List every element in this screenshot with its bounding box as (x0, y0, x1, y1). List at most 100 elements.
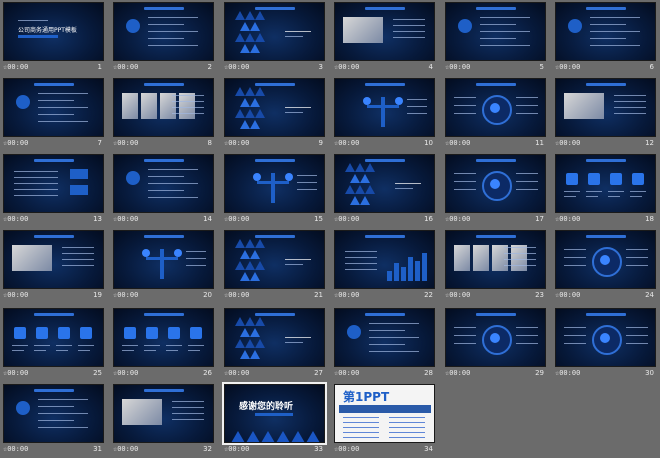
slide-meta: ☆00:00 27 (224, 369, 325, 380)
slide-timing: ☆00:00 (3, 369, 29, 377)
slide-thumbnail-3[interactable]: ☆00:00 3 (224, 2, 325, 76)
slide-preview[interactable] (3, 78, 104, 137)
slide-timing: ☆00:00 (445, 63, 471, 71)
slide-thumbnail-33[interactable]: 感谢您的聆听 ☆00:00 33 (222, 382, 327, 458)
slide-meta: ☆00:00 5 (445, 63, 546, 74)
slide-preview[interactable] (334, 230, 435, 289)
slide-thumbnail-23[interactable]: ☆00:00 23 (445, 230, 546, 304)
slide-preview[interactable] (224, 308, 325, 367)
slide-thumbnail-2[interactable]: ☆00:00 2 (113, 2, 214, 76)
slide-meta: ☆00:00 6 (555, 63, 656, 74)
slide-thumbnail-16[interactable]: ☆00:00 16 (334, 154, 435, 228)
slide-thumbnail-15[interactable]: ☆00:00 15 (224, 154, 325, 228)
slide-timing: ☆00:00 (555, 139, 581, 147)
slide-preview[interactable] (113, 308, 214, 367)
slide-thumbnail-8[interactable]: ☆00:00 8 (113, 78, 214, 152)
slide-timing: ☆00:00 (3, 291, 29, 299)
slide-preview[interactable] (334, 308, 435, 367)
slide-timing: ☆00:00 (445, 369, 471, 377)
slide-timing: ☆00:00 (445, 139, 471, 147)
slide-thumbnail-26[interactable]: ☆00:00 26 (113, 308, 214, 382)
slide-thumbnail-29[interactable]: ☆00:00 29 (445, 308, 546, 382)
slide-preview[interactable] (334, 78, 435, 137)
slide-timing: ☆00:00 (334, 63, 360, 71)
slide-thumbnail-7[interactable]: ☆00:00 7 (3, 78, 104, 152)
slide-number: 33 (314, 445, 323, 453)
slide-preview[interactable] (224, 78, 325, 137)
slide-timing: ☆00:00 (113, 215, 139, 223)
slide-thumbnail-31[interactable]: ☆00:00 31 (3, 384, 104, 458)
slide-thumbnail-4[interactable]: ☆00:00 4 (334, 2, 435, 76)
slide-thumbnail-21[interactable]: ☆00:00 21 (224, 230, 325, 304)
slide-thumbnail-19[interactable]: ☆00:00 19 (3, 230, 104, 304)
slide-meta: ☆00:00 8 (113, 139, 214, 150)
slide-preview[interactable] (445, 154, 546, 213)
slide-thumbnail-10[interactable]: ☆00:00 10 (334, 78, 435, 152)
slide-meta: ☆00:00 16 (334, 215, 435, 226)
slide-preview[interactable] (113, 78, 214, 137)
slide-preview[interactable] (113, 2, 214, 61)
slide-meta: ☆00:00 23 (445, 291, 546, 302)
slide-timing: ☆00:00 (224, 291, 250, 299)
slide-thumbnail-13[interactable]: ☆00:00 13 (3, 154, 104, 228)
slide-thumbnail-18[interactable]: ☆00:00 18 (555, 154, 656, 228)
slide-thumbnail-12[interactable]: ☆00:00 12 (555, 78, 656, 152)
slide-preview[interactable] (113, 384, 214, 443)
slide-thumbnail-34[interactable]: 第1PPT ☆00:00 34 (334, 384, 435, 458)
slide-timing: ☆00:00 (555, 63, 581, 71)
slide-preview[interactable] (224, 230, 325, 289)
slide-timing: ☆00:00 (224, 215, 250, 223)
slide-timing: ☆00:00 (3, 139, 29, 147)
slide-meta: ☆00:00 33 (224, 445, 325, 456)
slide-number: 19 (93, 291, 102, 299)
slide-number: 16 (424, 215, 433, 223)
slide-preview[interactable] (224, 154, 325, 213)
slide-preview[interactable] (555, 78, 656, 137)
slide-preview[interactable] (445, 2, 546, 61)
slide-preview[interactable] (3, 230, 104, 289)
slide-preview[interactable] (3, 154, 104, 213)
slide-meta: ☆00:00 29 (445, 369, 546, 380)
slide-preview[interactable] (445, 78, 546, 137)
slide-thumbnail-28[interactable]: ☆00:00 28 (334, 308, 435, 382)
slide-meta: ☆00:00 13 (3, 215, 104, 226)
slide-preview[interactable] (555, 2, 656, 61)
slide-number: 7 (97, 139, 102, 147)
slide-thumbnail-5[interactable]: ☆00:00 5 (445, 2, 546, 76)
slide-meta: ☆00:00 30 (555, 369, 656, 380)
slide-thumbnail-25[interactable]: ☆00:00 25 (3, 308, 104, 382)
slide-thumbnail-17[interactable]: ☆00:00 17 (445, 154, 546, 228)
slide-number: 6 (649, 63, 654, 71)
slide-thumbnail-20[interactable]: ☆00:00 20 (113, 230, 214, 304)
slide-thumbnail-1[interactable]: 公司商务通用PPT模板 ☆00:00 1 (3, 2, 104, 76)
slide-thumbnail-6[interactable]: ☆00:00 6 (555, 2, 656, 76)
slide-preview[interactable] (555, 308, 656, 367)
slide-preview[interactable] (113, 154, 214, 213)
slide-preview[interactable]: 公司商务通用PPT模板 (3, 2, 104, 61)
slide-thumbnail-22[interactable]: ☆00:00 22 (334, 230, 435, 304)
slide-timing: ☆00:00 (334, 445, 360, 453)
slide-number: 29 (535, 369, 544, 377)
slide-thumbnail-11[interactable]: ☆00:00 11 (445, 78, 546, 152)
slide-thumbnail-14[interactable]: ☆00:00 14 (113, 154, 214, 228)
slide-meta: ☆00:00 25 (3, 369, 104, 380)
slide-preview[interactable] (555, 230, 656, 289)
slide-preview[interactable] (3, 308, 104, 367)
slide-timing: ☆00:00 (555, 215, 581, 223)
slide-number: 23 (535, 291, 544, 299)
slide-preview[interactable] (445, 308, 546, 367)
slide-thumbnail-27[interactable]: ☆00:00 27 (224, 308, 325, 382)
slide-preview[interactable] (555, 154, 656, 213)
slide-preview[interactable] (3, 384, 104, 443)
slide-preview[interactable]: 第1PPT (334, 384, 435, 443)
slide-preview[interactable] (334, 2, 435, 61)
slide-thumbnail-32[interactable]: ☆00:00 32 (113, 384, 214, 458)
slide-thumbnail-30[interactable]: ☆00:00 30 (555, 308, 656, 382)
slide-preview[interactable] (224, 2, 325, 61)
slide-thumbnail-24[interactable]: ☆00:00 24 (555, 230, 656, 304)
slide-preview[interactable] (334, 154, 435, 213)
slide-preview[interactable] (113, 230, 214, 289)
slide-preview[interactable]: 感谢您的聆听 (222, 382, 327, 445)
slide-thumbnail-9[interactable]: ☆00:00 9 (224, 78, 325, 152)
slide-preview[interactable] (445, 230, 546, 289)
